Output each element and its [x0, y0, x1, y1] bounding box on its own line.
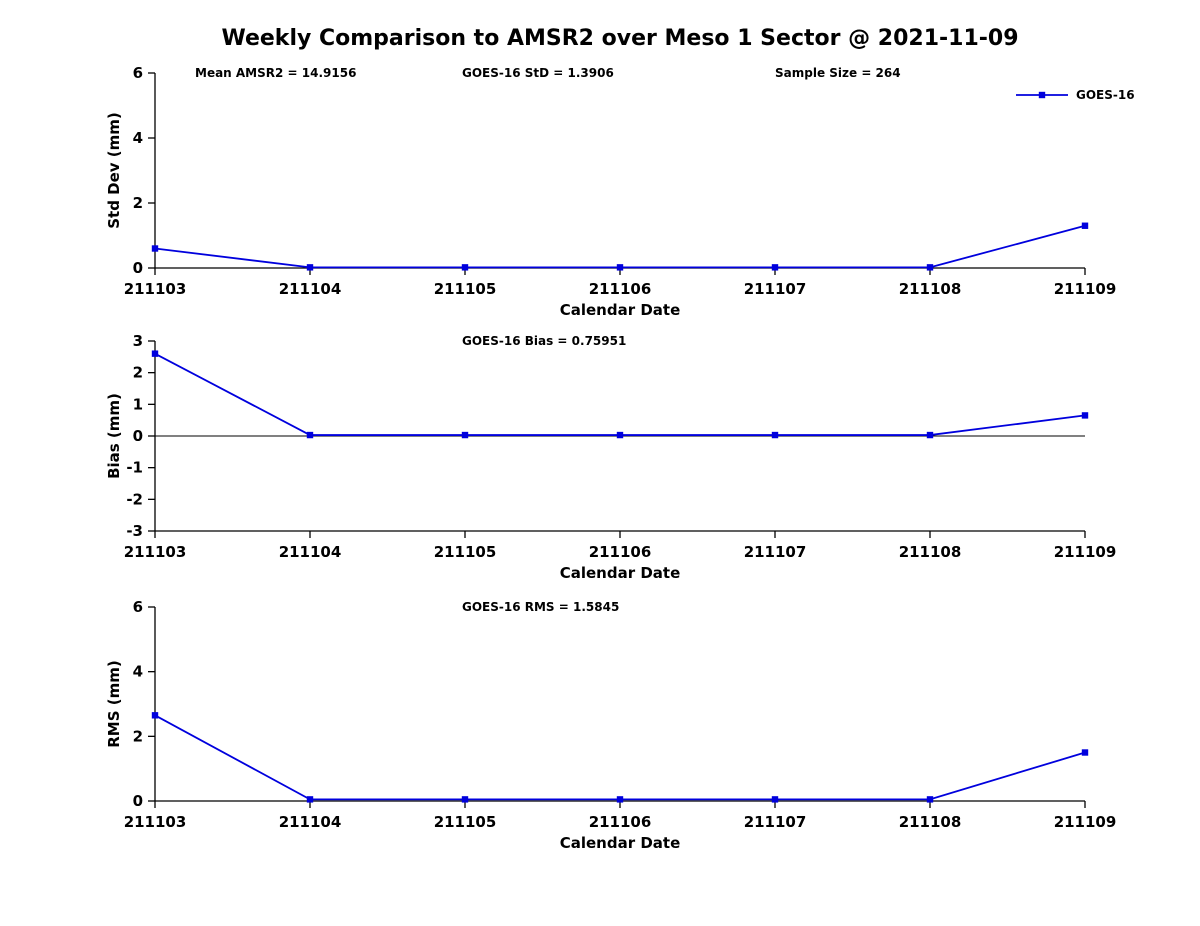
- x-tick-label: 211106: [589, 543, 652, 561]
- x-tick-label: 211106: [589, 280, 652, 298]
- x-axis-label: Calendar Date: [560, 301, 681, 319]
- data-point-marker: [1081, 222, 1089, 229]
- y-tick-label: 2: [133, 194, 143, 212]
- y-tick-label: 1: [133, 395, 143, 413]
- x-tick-label: 211104: [279, 813, 342, 831]
- data-point-marker: [461, 796, 469, 803]
- data-point-marker: [616, 431, 624, 439]
- x-tick-label: 211107: [744, 813, 807, 831]
- x-axis-label: Calendar Date: [560, 564, 681, 582]
- annotation-text: GOES-16 RMS = 1.5845: [462, 600, 619, 614]
- data-point-marker: [926, 796, 934, 803]
- y-tick-label: 3: [133, 332, 143, 350]
- annotation-text: Sample Size = 264: [775, 66, 901, 80]
- data-point-marker: [151, 712, 159, 719]
- y-tick-label: 2: [133, 727, 143, 745]
- y-tick-label: 4: [133, 663, 143, 681]
- data-point-marker: [771, 264, 779, 271]
- y-axis-label: RMS (mm): [105, 660, 123, 747]
- x-tick-label: 211106: [589, 813, 652, 831]
- data-point-marker: [926, 431, 934, 439]
- data-point-marker: [616, 264, 624, 271]
- x-tick-label: 211103: [124, 280, 187, 298]
- y-tick-label: 4: [133, 129, 143, 147]
- legend: GOES-16: [1016, 88, 1135, 102]
- x-axis-label: Calendar Date: [560, 834, 681, 852]
- legend-label: GOES-16: [1076, 88, 1135, 102]
- legend-marker: [1038, 91, 1046, 99]
- data-point-marker: [461, 264, 469, 271]
- x-tick-label: 211109: [1054, 280, 1117, 298]
- y-tick-label: 0: [133, 792, 143, 810]
- chart-title: Weekly Comparison to AMSR2 over Meso 1 S…: [221, 26, 1019, 51]
- x-tick-label: 211109: [1054, 813, 1117, 831]
- y-axis-label: Std Dev (mm): [105, 112, 123, 229]
- y-tick-label: -3: [126, 522, 143, 540]
- annotation-text: Mean AMSR2 = 14.9156: [195, 66, 356, 80]
- data-point-marker: [151, 350, 159, 357]
- y-tick-label: 6: [133, 598, 143, 616]
- x-tick-label: 211104: [279, 280, 342, 298]
- y-tick-label: 0: [133, 427, 143, 445]
- annotation-text: GOES-16 Bias = 0.75951: [462, 334, 626, 348]
- x-tick-label: 211103: [124, 813, 187, 831]
- y-axis-label: Bias (mm): [105, 393, 123, 479]
- data-point-marker: [306, 796, 314, 803]
- data-point-marker: [151, 245, 159, 252]
- stddev-chart: 0 2 4 6 211103 211104 211105 211106 211107 211108…: [105, 64, 1135, 319]
- y-tick-label: 2: [133, 364, 143, 382]
- annotation-text: GOES-16 StD = 1.3906: [462, 66, 614, 80]
- data-point-marker: [306, 431, 314, 439]
- data-point-marker: [926, 264, 934, 271]
- x-tick-label: 211105: [434, 813, 497, 831]
- x-tick-label: 211107: [744, 280, 807, 298]
- x-tick-label: 211105: [434, 543, 497, 561]
- y-tick-label: 6: [133, 64, 143, 82]
- x-tick-label: 211108: [899, 543, 962, 561]
- series-line-goes-16: [154, 224, 1086, 269]
- data-point-marker: [616, 796, 624, 803]
- data-point-marker: [771, 796, 779, 803]
- y-tick-label: -1: [126, 459, 143, 477]
- y-tick-label: 0: [133, 259, 143, 277]
- figure: Weekly Comparison to AMSR2 over Meso 1 S…: [0, 26, 1200, 926]
- y-tick-label: -2: [126, 490, 143, 508]
- series-line-goes-16: [154, 352, 1086, 436]
- x-tick-label: 211108: [899, 280, 962, 298]
- bias-chart: -3 -2 -1 0 1 2 3 211103 211104 211105 211106 211107…: [105, 332, 1117, 582]
- x-tick-label: 211105: [434, 280, 497, 298]
- data-point-marker: [461, 431, 469, 439]
- data-point-marker: [1081, 749, 1089, 756]
- data-point-marker: [1081, 412, 1089, 419]
- data-point-marker: [306, 264, 314, 271]
- x-tick-label: 211104: [279, 543, 342, 561]
- x-tick-label: 211108: [899, 813, 962, 831]
- x-tick-label: 211103: [124, 543, 187, 561]
- x-tick-label: 211109: [1054, 543, 1117, 561]
- data-point-marker: [771, 431, 779, 439]
- series-line-goes-16: [154, 714, 1086, 801]
- rms-chart: 0 2 4 6 211103 211104 211105 211106 211107 211108…: [105, 598, 1117, 852]
- x-tick-label: 211107: [744, 543, 807, 561]
